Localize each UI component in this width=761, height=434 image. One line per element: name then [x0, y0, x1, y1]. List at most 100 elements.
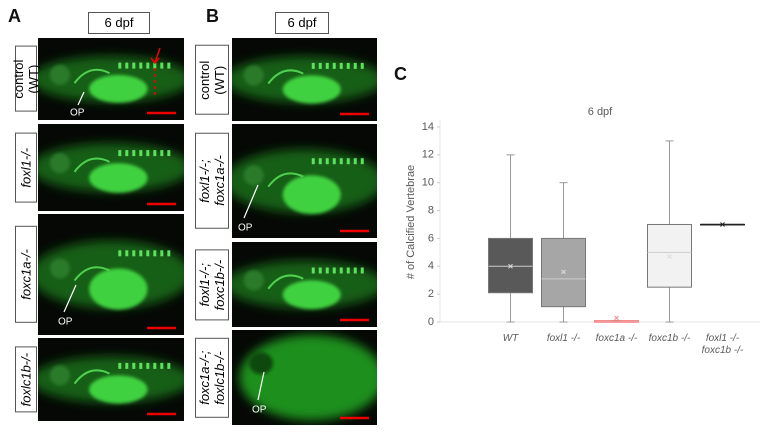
- vertebra: [360, 158, 364, 165]
- panel-label: B: [206, 6, 219, 26]
- specimen: [38, 240, 184, 310]
- micrograph: [232, 38, 377, 121]
- vertebra: [353, 267, 357, 274]
- vertebra: [360, 62, 364, 69]
- vertebra: [339, 158, 343, 165]
- specimen: [232, 56, 377, 104]
- mean-marker: [614, 315, 619, 321]
- pointer-line: [77, 91, 85, 106]
- mean-marker: [561, 269, 566, 275]
- x-tick-label: foxc1b -/-: [648, 333, 691, 344]
- vertebra: [167, 362, 171, 369]
- micrograph: [38, 214, 184, 335]
- vertebra: [125, 150, 129, 157]
- vertebra: [360, 267, 364, 274]
- vertebra: [353, 158, 357, 165]
- panel-header: 6 dpf: [88, 12, 150, 34]
- y-tick-label: 10: [422, 177, 434, 189]
- vertebra: [311, 267, 315, 274]
- vertebra: [318, 62, 322, 69]
- specimen: [239, 334, 377, 421]
- vertebra: [139, 150, 143, 157]
- vertebra: [167, 62, 171, 69]
- micrograph: [232, 124, 377, 238]
- vertebra: [325, 267, 329, 274]
- chart-title: 6 dpf: [588, 106, 613, 118]
- vertebra: [118, 150, 122, 157]
- y-tick-label: 2: [428, 288, 434, 300]
- specimen: [38, 56, 184, 103]
- vertebra: [153, 62, 157, 69]
- vertebra: [346, 62, 350, 69]
- eye: [49, 153, 70, 174]
- eye: [243, 65, 264, 86]
- x-tick-label: foxl1 -/-: [546, 333, 581, 344]
- body-glow: [239, 334, 377, 421]
- vertebra: [325, 62, 329, 69]
- vertebra: [332, 62, 336, 69]
- panel-header: 6 dpf: [275, 12, 329, 34]
- vertebra: [318, 267, 322, 274]
- y-tick-label: 4: [428, 260, 434, 272]
- vertebra: [132, 150, 136, 157]
- specimen: [38, 356, 184, 404]
- vertebra: [153, 250, 157, 257]
- vertebra: [353, 62, 357, 69]
- vertebra: [346, 267, 350, 274]
- vertebra: [118, 362, 122, 369]
- vertebra: [132, 362, 136, 369]
- vertebra: [167, 150, 171, 157]
- row-label: foxc1a-/-; foxlc1b-/-: [195, 337, 229, 418]
- vertebra: [139, 362, 143, 369]
- micrograph: [38, 338, 184, 421]
- row-label: foxc1a-/-: [15, 226, 37, 323]
- eye: [249, 352, 273, 375]
- yolk: [282, 175, 341, 215]
- jaw: [73, 266, 110, 282]
- vertebra: [311, 62, 315, 69]
- row-label: foxl1-/-; foxc1a-/-: [195, 133, 229, 229]
- y-tick-label: 14: [422, 121, 434, 133]
- mean-marker: [720, 222, 725, 227]
- eye: [243, 270, 264, 291]
- micrograph: [38, 38, 184, 120]
- row-label: foxl1-/-; foxc1b-/-: [195, 248, 229, 321]
- vertebra: [160, 250, 164, 257]
- yolk: [282, 280, 341, 310]
- vertebra: [146, 150, 150, 157]
- vertebra: [311, 158, 315, 165]
- vertebra: [139, 62, 143, 69]
- row-label: foxl1-/-: [15, 132, 37, 203]
- y-axis-label: # of Calcified Vertebrae: [405, 165, 417, 279]
- micrograph: [38, 124, 184, 211]
- yolk: [89, 375, 148, 404]
- specimen: [38, 143, 184, 193]
- x-tick-label: foxl1 -/- foxc1b -/-: [701, 333, 744, 356]
- vertebra: [153, 150, 157, 157]
- y-tick-label: 12: [422, 149, 434, 161]
- jaw: [73, 369, 110, 385]
- yolk: [89, 268, 148, 310]
- row-label: control (WT): [195, 44, 229, 115]
- yolk: [89, 163, 148, 193]
- jaw: [73, 68, 110, 84]
- vertebra: [153, 362, 157, 369]
- vertebra: [339, 62, 343, 69]
- vertebra: [146, 250, 150, 257]
- micrograph: [232, 242, 377, 327]
- annotation: OP: [70, 108, 85, 119]
- eye: [49, 365, 70, 386]
- y-tick-label: 0: [428, 316, 434, 328]
- jaw: [267, 274, 304, 290]
- annotation: OP: [238, 223, 253, 234]
- yolk: [89, 74, 148, 103]
- pointer-line: [257, 371, 265, 401]
- vertebra: [132, 62, 136, 69]
- vertebra: [125, 362, 129, 369]
- annotation: OP: [252, 405, 267, 416]
- micrograph: [232, 330, 377, 425]
- panel-label: A: [8, 6, 21, 26]
- vertebra: [167, 250, 171, 257]
- pointer-line: [243, 184, 259, 219]
